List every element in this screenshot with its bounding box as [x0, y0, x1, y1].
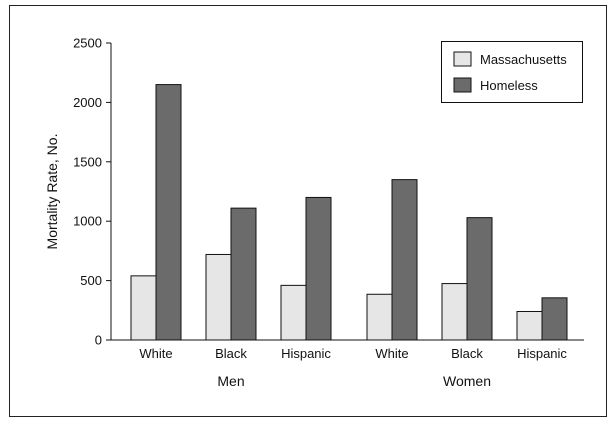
x-tick-label: White: [375, 346, 408, 361]
bar-homeless: [541, 297, 568, 341]
x-tick-label: Hispanic: [517, 346, 567, 361]
legend-label: Homeless: [480, 78, 538, 93]
bar-homeless: [305, 196, 332, 341]
x-tick-label: White: [139, 346, 172, 361]
bar-massachusetts: [205, 253, 232, 341]
x-tick-label: Black: [451, 346, 483, 361]
x-tick-label: Black: [215, 346, 247, 361]
y-tick-label: 2500: [73, 36, 102, 51]
bar-homeless: [466, 217, 493, 341]
bar-homeless: [155, 84, 182, 341]
y-tick-label: 1500: [73, 154, 102, 169]
y-tick-label: 0: [95, 333, 102, 348]
bar-massachusetts: [366, 293, 393, 341]
x-group-label: Men: [217, 373, 244, 389]
bar-massachusetts: [280, 284, 307, 341]
x-group-label: Women: [443, 373, 491, 389]
legend-swatch: [453, 77, 472, 93]
legend-box: [441, 41, 583, 103]
bar-homeless: [391, 179, 418, 341]
x-tick-label: Hispanic: [281, 346, 331, 361]
legend-label: Massachusetts: [480, 52, 567, 67]
y-tick-label: 1000: [73, 214, 102, 229]
bar-massachusetts: [130, 275, 157, 341]
y-tick-label: 500: [80, 273, 102, 288]
y-axis-title: Mortality Rate, No.: [44, 134, 60, 250]
bar-massachusetts: [516, 310, 543, 341]
y-tick-label: 2000: [73, 95, 102, 110]
legend-swatch: [453, 51, 472, 67]
bar-homeless: [230, 207, 257, 341]
bar-massachusetts: [441, 283, 468, 341]
